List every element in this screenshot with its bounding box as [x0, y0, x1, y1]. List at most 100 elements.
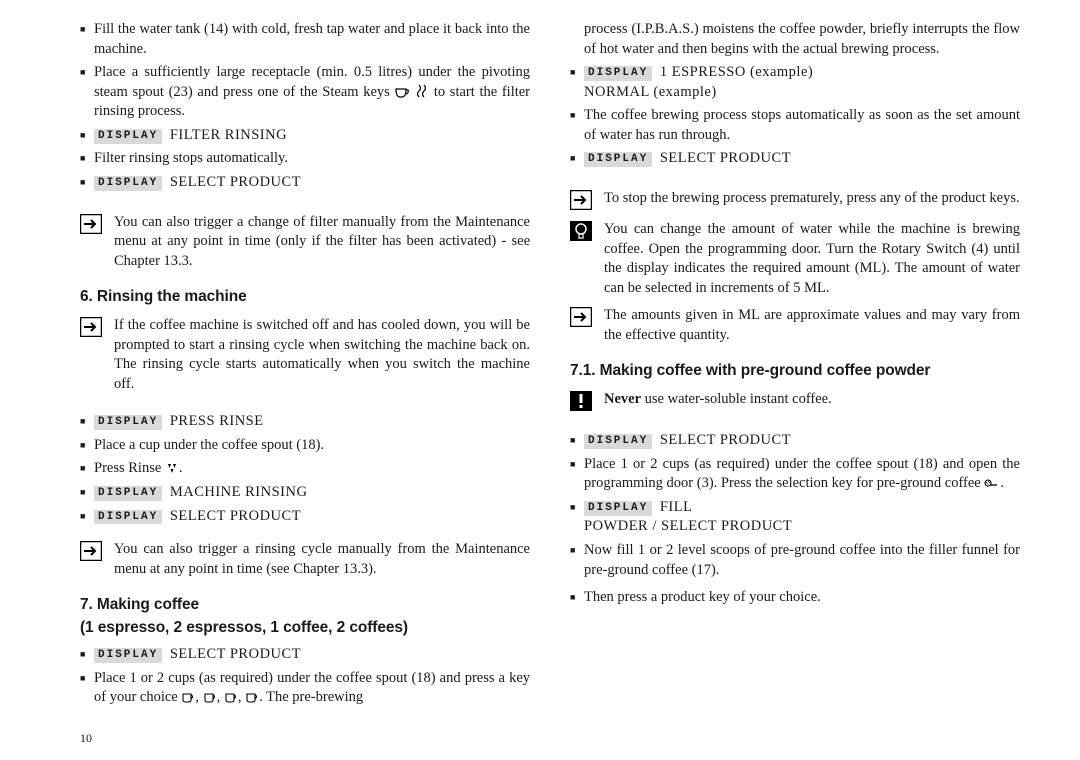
bullet-marker	[570, 63, 584, 81]
display-text: PRESS RINSE	[170, 413, 264, 429]
bullet-marker	[570, 588, 584, 606]
display-tag: DISPLAY	[94, 486, 162, 501]
callout-text: To stop the brewing process prematurely,…	[604, 189, 1020, 209]
display-tag: DISPLAY	[584, 501, 652, 516]
bullet-item: Filter rinsing stops automatically.	[80, 149, 530, 169]
display-tag: DISPLAY	[94, 415, 162, 430]
info-callout: To stop the brewing process prematurely,…	[570, 189, 1020, 212]
display-tag: DISPLAY	[94, 129, 162, 144]
callout-text: You can also trigger a rinsing cycle man…	[114, 540, 530, 579]
display-text: SELECT PRODUCT	[170, 508, 301, 524]
item-text: process (I.P.B.A.S.) moistens the coffee…	[584, 20, 1020, 59]
display-item: DISPLAY SELECT PRODUCT	[80, 507, 530, 527]
display-text: MACHINE RINSING	[170, 484, 308, 500]
bulb-icon	[570, 220, 596, 243]
bullet-marker	[80, 63, 94, 81]
item-text: Now fill 1 or 2 level scoops of pre-grou…	[584, 541, 1020, 580]
bullet-item: Place a cup under the coffee spout (18).	[80, 436, 530, 456]
arrow-icon	[570, 189, 596, 212]
bullet-marker	[80, 412, 94, 430]
item-text: Press Rinse	[94, 460, 165, 476]
bullet-item: The coffee brewing process stops automat…	[570, 106, 1020, 145]
section-heading-7: 7. Making coffee	[80, 595, 530, 616]
arrow-icon	[80, 316, 106, 339]
double-coffee-icon	[245, 691, 259, 703]
arrow-icon	[570, 306, 596, 329]
callout-text: The amounts given in ML are approximate …	[604, 306, 1020, 345]
item-text: Fill the water tank (14) with cold, fres…	[94, 20, 530, 59]
bullet-item: Place a sufficiently large receptacle (m…	[80, 63, 530, 122]
display-item: DISPLAY SELECT PRODUCT	[80, 645, 530, 665]
item-text: Then press a product key of your choice.	[584, 588, 1020, 608]
bullet-item: Then press a product key of your choice.	[570, 588, 1020, 608]
coffee-icon	[224, 691, 238, 703]
bullet-marker	[80, 173, 94, 191]
bullet-marker	[80, 149, 94, 167]
bullet-marker	[80, 669, 94, 687]
arrow-icon	[80, 540, 106, 563]
double-espresso-icon	[203, 691, 217, 703]
display-text: SELECT PRODUCT	[660, 150, 791, 166]
display-tag: DISPLAY	[584, 66, 652, 81]
bullet-item: Press Rinse .	[80, 459, 530, 479]
info-callout: The amounts given in ML are approximate …	[570, 306, 1020, 345]
display-text: NORMAL (example)	[584, 84, 717, 100]
section-heading-7-1: 7.1. Making coffee with pre-ground coffe…	[570, 361, 1020, 382]
section-subtitle-7: (1 espresso, 2 espressos, 1 coffee, 2 co…	[80, 618, 530, 639]
item-text: Place 1 or 2 cups (as required) under th…	[584, 456, 1020, 492]
warning-callout: Never use water-soluble instant coffee.	[570, 390, 1020, 413]
bullet-marker	[570, 149, 584, 167]
display-text: SELECT PRODUCT	[170, 646, 301, 662]
bullet-item: Now fill 1 or 2 level scoops of pre-grou…	[570, 541, 1020, 580]
bullet-marker	[570, 541, 584, 559]
display-tag: DISPLAY	[94, 510, 162, 525]
display-item: DISPLAY SELECT PRODUCT	[570, 149, 1020, 169]
item-text: . The pre-brewing	[259, 689, 363, 705]
display-text: SELECT PRODUCT	[170, 174, 301, 190]
manual-page: Fill the water tank (14) with cold, fres…	[0, 0, 1080, 760]
callout-text: You can change the amount of water while…	[604, 220, 1020, 298]
bullet-marker	[80, 483, 94, 501]
display-tag: DISPLAY	[584, 434, 652, 449]
espresso-icon	[181, 691, 195, 703]
bullet-item: Place 1 or 2 cups (as required) under th…	[80, 669, 530, 708]
scoop-icon	[984, 479, 1000, 489]
page-number: 10	[80, 730, 92, 746]
continuation-item: process (I.P.B.A.S.) moistens the coffee…	[570, 20, 1020, 59]
display-item: DISPLAY SELECT PRODUCT	[570, 431, 1020, 451]
bullet-marker	[80, 645, 94, 663]
display-item: DISPLAY PRESS RINSE	[80, 412, 530, 432]
display-text: FILTER RINSING	[170, 127, 287, 143]
section-heading-6: 6. Rinsing the machine	[80, 287, 530, 308]
display-text: POWDER / SELECT PRODUCT	[584, 518, 792, 534]
item-text: .	[1000, 475, 1004, 491]
bullet-marker	[570, 106, 584, 124]
item-text: Place a sufficiently large receptacle (m…	[94, 63, 530, 122]
bullet-marker	[570, 431, 584, 449]
callout-text: If the coffee machine is switched off an…	[114, 316, 530, 394]
info-callout: If the coffee machine is switched off an…	[80, 316, 530, 394]
arrow-icon	[80, 213, 106, 236]
cup-icon	[394, 86, 410, 98]
display-text: 1 ESPRESSO (example)	[660, 64, 813, 80]
bullet-item: Place 1 or 2 cups (as required) under th…	[570, 455, 1020, 494]
callout-text: You can also trigger a change of filter …	[114, 213, 530, 272]
display-text: SELECT PRODUCT	[660, 432, 791, 448]
callout-text: Never use water-soluble instant coffee.	[604, 390, 1020, 410]
display-tag: DISPLAY	[584, 152, 652, 167]
display-tag: DISPLAY	[94, 648, 162, 663]
display-text: FILL	[660, 499, 693, 515]
steam-icon	[415, 84, 429, 98]
bullet-item: Fill the water tank (14) with cold, fres…	[80, 20, 530, 59]
display-item: DISPLAY 1 ESPRESSO (example) NORMAL (exa…	[570, 63, 1020, 102]
bullet-marker	[80, 507, 94, 525]
display-tag: DISPLAY	[94, 176, 162, 191]
display-item: DISPLAY SELECT PRODUCT	[80, 173, 530, 193]
bullet-marker	[570, 455, 584, 473]
drops-icon	[165, 462, 179, 474]
display-item: DISPLAY FILTER RINSING	[80, 126, 530, 146]
bullet-marker	[80, 126, 94, 144]
bullet-marker	[570, 498, 584, 516]
display-item: DISPLAY MACHINE RINSING	[80, 483, 530, 503]
item-text: Place a cup under the coffee spout (18).	[94, 436, 530, 456]
